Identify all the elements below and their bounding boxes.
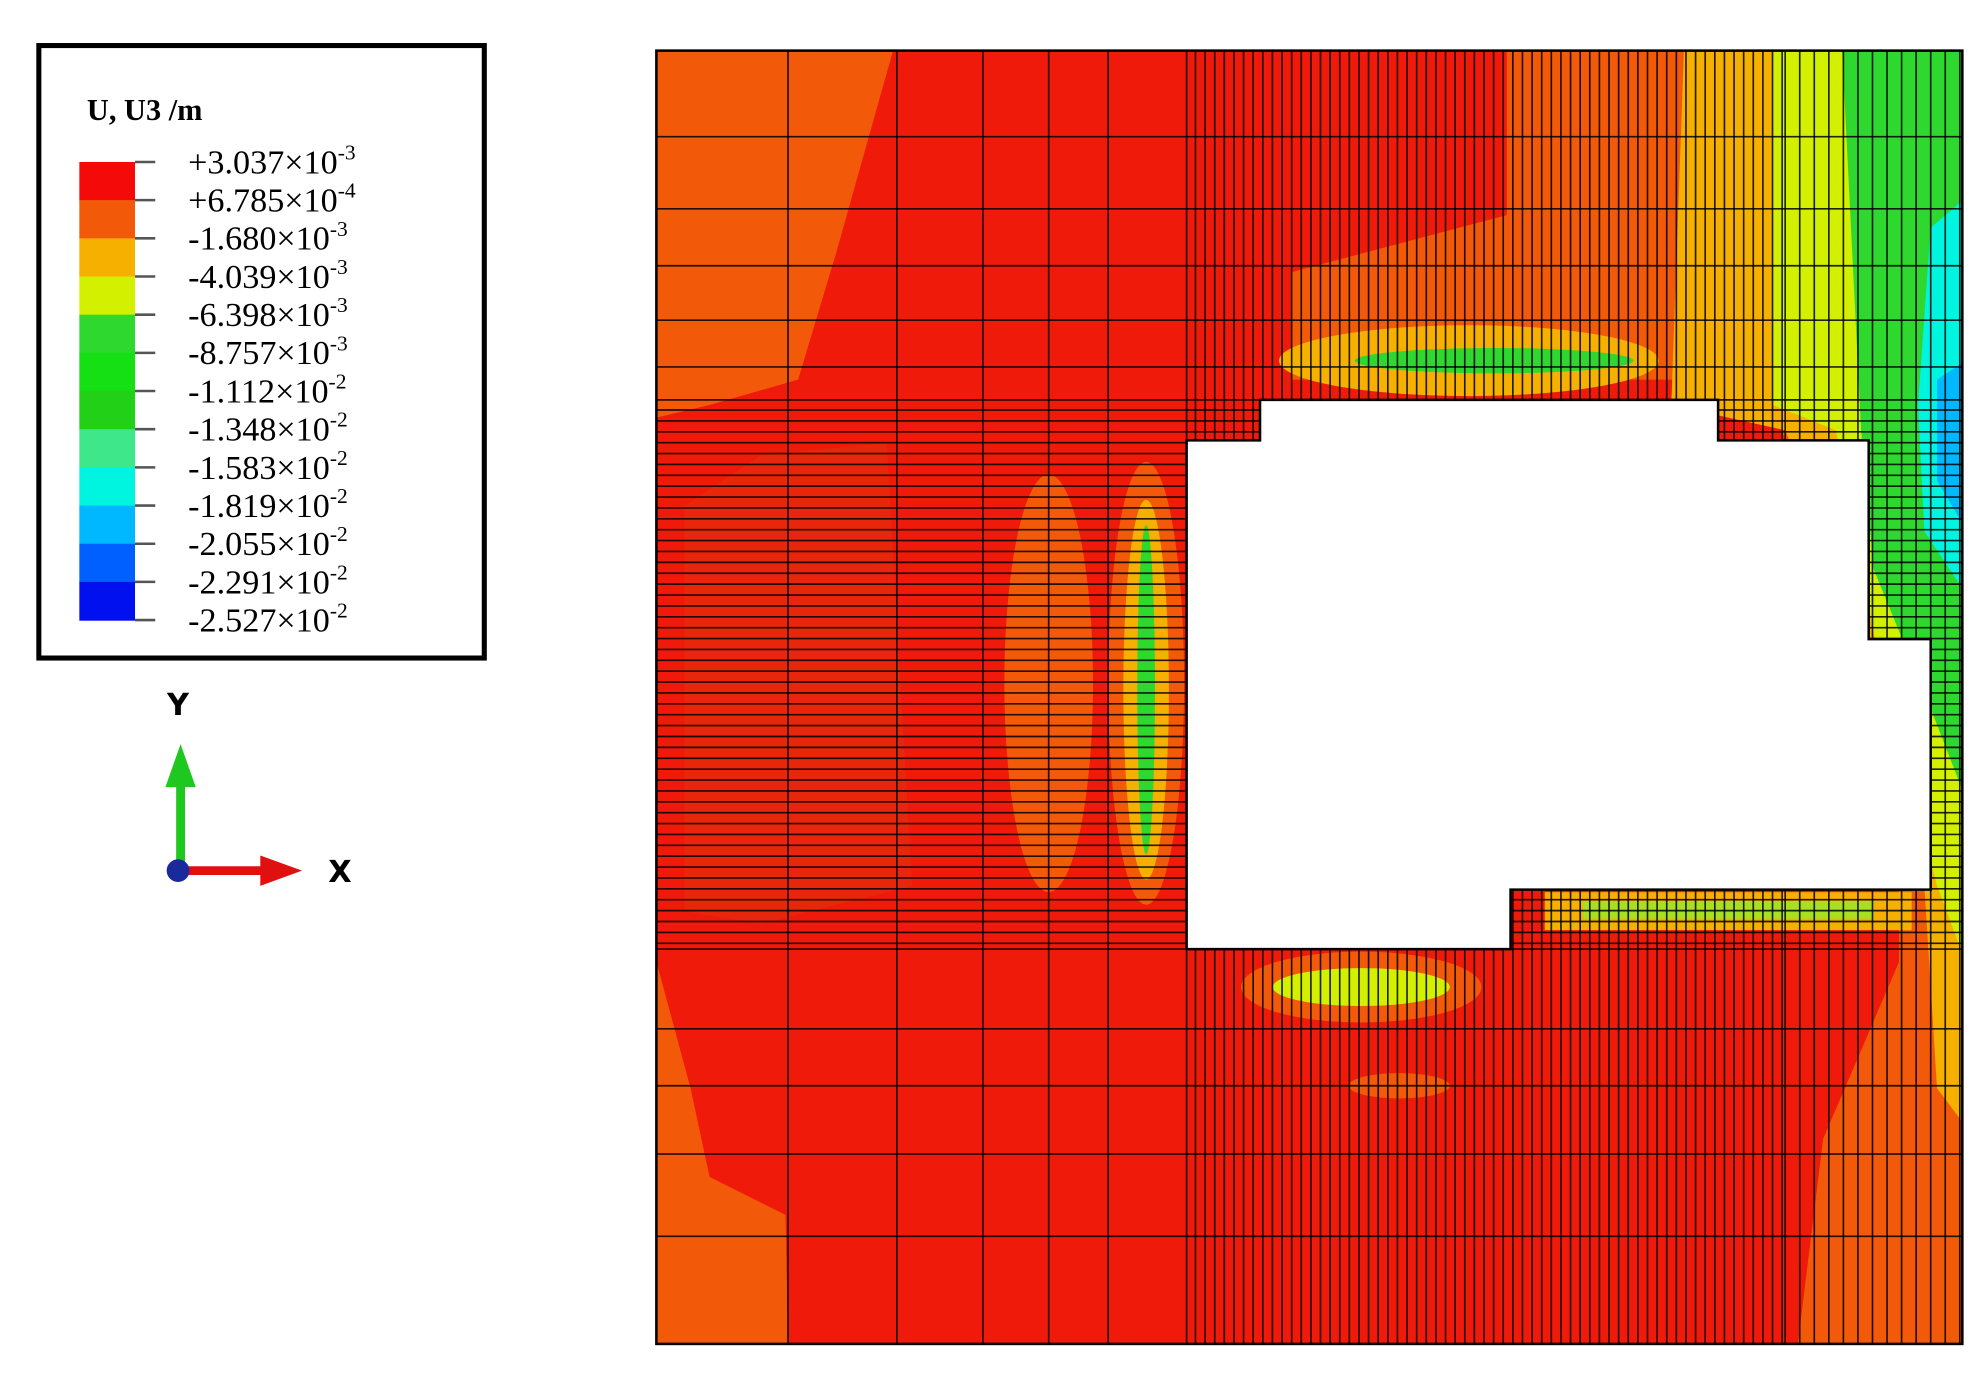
legend-label: -1.583×10-2: [188, 446, 348, 487]
legend-mantissa: -1.348×10: [188, 412, 330, 449]
opening: [1185, 398, 1932, 951]
legend-title: U, U3 /m: [87, 93, 203, 127]
legend-label: -8.757×10-3: [188, 331, 348, 372]
contour-region: [1137, 525, 1155, 855]
legend-exponent: -2: [330, 408, 348, 432]
legend-swatch: [79, 238, 136, 278]
legend-exponent: -2: [330, 599, 348, 623]
legend-mantissa: -1.112×10: [188, 373, 328, 410]
contour-region: [656, 50, 894, 418]
legend-swatch: [79, 391, 136, 430]
contour-region: [656, 961, 788, 1344]
legend-exponent: -2: [330, 560, 348, 584]
legend-swatch: [79, 352, 136, 392]
legend-swatch: [79, 429, 136, 469]
legend-exponent: -2: [330, 484, 348, 508]
legend-exponent: -3: [330, 255, 348, 279]
legend-swatch: [79, 467, 136, 507]
legend-exponent: -2: [329, 369, 347, 393]
legend-label: -1.348×10-2: [188, 408, 348, 449]
legend-swatch: [79, 543, 136, 583]
x-arrow-head: [260, 855, 303, 886]
legend-swatch: [79, 161, 136, 201]
legend-exponent: -3: [330, 331, 348, 355]
y-arrow-head: [165, 744, 196, 788]
contour-region: [684, 442, 913, 924]
axis-triad: Y X: [165, 688, 352, 890]
legend: +3.037×10-3+6.785×10-4-1.680×10-3-4.039×…: [79, 140, 356, 639]
legend-mantissa: -2.055×10: [188, 526, 330, 563]
legend-swatch: [79, 505, 136, 545]
legend-mantissa: -8.757×10: [188, 335, 330, 372]
legend-mantissa: -4.039×10: [188, 259, 330, 296]
legend-swatch: [79, 581, 136, 621]
legend-swatch: [79, 200, 136, 239]
legend-label: +6.785×10-4: [188, 179, 356, 220]
legend-label: +3.037×10-3: [188, 140, 355, 181]
x-label: X: [328, 855, 351, 890]
z-dot: [166, 859, 190, 883]
legend-exponent: -2: [330, 522, 348, 546]
legend-exponent: -2: [330, 446, 348, 470]
legend-mantissa: +6.785×10: [188, 183, 338, 220]
legend-exponent: -3: [338, 140, 356, 164]
legend-mantissa: -1.583×10: [188, 450, 330, 487]
legend-mantissa: -1.680×10: [188, 221, 330, 258]
legend-label: -4.039×10-3: [188, 255, 348, 296]
legend-mantissa: -6.398×10: [188, 297, 330, 334]
legend-label: -2.291×10-2: [188, 560, 348, 601]
legend-label: -1.112×10-2: [188, 369, 346, 410]
legend-mantissa: -1.819×10: [188, 488, 330, 525]
legend-swatch: [79, 314, 136, 354]
legend-label: -6.398×10-3: [188, 293, 348, 334]
legend-mantissa: -2.527×10: [188, 602, 330, 639]
legend-label: -1.819×10-2: [188, 484, 348, 525]
y-label: Y: [166, 688, 190, 723]
contour-region: [1272, 968, 1450, 1007]
legend-mantissa: +3.037×10: [188, 144, 338, 181]
legend-label: -2.527×10-2: [188, 599, 348, 640]
legend-exponent: -3: [330, 217, 348, 241]
legend-label: -2.055×10-2: [188, 522, 348, 563]
legend-mantissa: -2.291×10: [188, 564, 330, 601]
legend-label: -1.680×10-3: [188, 217, 348, 258]
plot-border: [655, 49, 1964, 1346]
contour-plot: [656, 50, 1963, 1344]
legend-exponent: -4: [338, 179, 356, 203]
legend-swatch: [79, 276, 136, 316]
legend-exponent: -3: [330, 293, 348, 317]
